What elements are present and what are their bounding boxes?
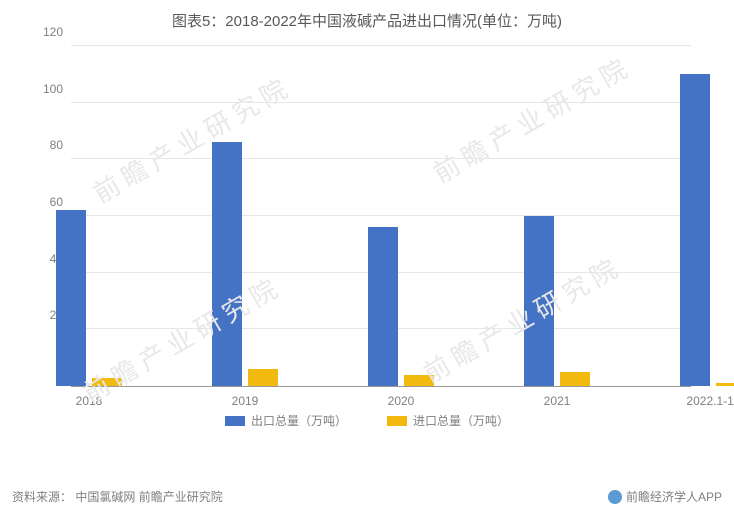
legend-item: 出口总量（万吨）: [225, 412, 347, 429]
bar: [212, 142, 242, 386]
legend: 出口总量（万吨） 进口总量（万吨）: [27, 412, 707, 429]
bar: [248, 369, 278, 386]
legend-label: 进口总量（万吨）: [413, 412, 509, 429]
x-axis-label: 2019: [232, 394, 259, 408]
app-badge: 前瞻经济学人APP: [608, 488, 722, 505]
source-label: 资料来源：: [12, 490, 72, 504]
grid-line: [71, 102, 691, 103]
grid-line: [71, 215, 691, 216]
x-axis-label: 2020: [388, 394, 415, 408]
grid-line: [71, 45, 691, 46]
legend-item: 进口总量（万吨）: [387, 412, 509, 429]
source-line: 资料来源： 中国氯碱网 前瞻产业研究院: [12, 488, 223, 505]
bar: [92, 378, 122, 387]
bar: [56, 210, 86, 386]
x-axis-label: 2022.1-11: [686, 394, 734, 408]
app-icon: [608, 490, 622, 504]
y-axis-label: 120: [43, 25, 63, 39]
bar: [560, 372, 590, 386]
x-axis-label: 2021: [544, 394, 571, 408]
grid-line: [71, 158, 691, 159]
app-badge-text: 前瞻经济学人APP: [626, 488, 722, 505]
source-text: 中国氯碱网 前瞻产业研究院: [75, 490, 222, 504]
y-axis-label: 100: [43, 82, 63, 96]
x-axis-label: 2018: [76, 394, 103, 408]
legend-swatch: [225, 416, 245, 426]
legend-swatch: [387, 416, 407, 426]
chart-container: 02040608010012020182019202020212022.1-11…: [27, 37, 707, 437]
chart-title: 图表5：2018-2022年中国液碱产品进出口情况(单位：万吨): [0, 0, 734, 37]
bar: [524, 216, 554, 386]
bar: [404, 375, 434, 386]
legend-label: 出口总量（万吨）: [251, 412, 347, 429]
y-axis-label: 80: [50, 138, 63, 152]
bar: [680, 74, 710, 386]
bar: [716, 383, 734, 386]
plot-area: 02040608010012020182019202020212022.1-11: [71, 47, 691, 387]
bar: [368, 227, 398, 386]
y-axis-label: 60: [50, 195, 63, 209]
